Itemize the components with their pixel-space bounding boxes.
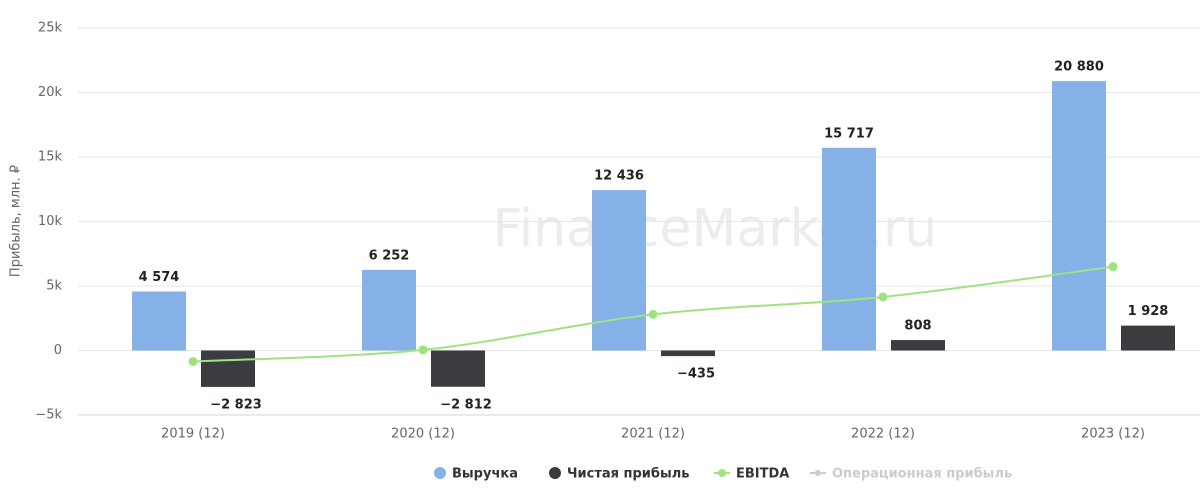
value-label: 6 252	[369, 248, 410, 263]
y-tick-label: 5k	[46, 279, 62, 294]
value-label: −435	[677, 367, 715, 382]
bar	[661, 350, 715, 357]
legend-label: Выручка	[452, 467, 518, 482]
bar	[1121, 325, 1175, 351]
line-point	[648, 309, 658, 319]
value-label: 15 717	[824, 126, 874, 141]
legend-item[interactable]: EBITDA	[714, 467, 789, 482]
bar	[431, 350, 485, 387]
x-tick-label: 2021 (12)	[621, 427, 685, 442]
y-tick-label: −5k	[35, 408, 62, 423]
legend-item[interactable]: Выручка	[434, 467, 518, 482]
x-tick-label: 2023 (12)	[1081, 427, 1145, 442]
y-tick-label: 25k	[38, 21, 63, 36]
legend-label: Операционная прибыль	[832, 467, 1012, 482]
y-axis-label: Прибыль, млн. ₽	[9, 165, 24, 277]
x-tick-label: 2020 (12)	[391, 427, 455, 442]
value-label: 4 574	[139, 270, 180, 285]
y-tick-label: 0	[54, 343, 62, 358]
value-label: 808	[904, 319, 931, 334]
legend-item[interactable]: Операционная прибыль	[810, 467, 1012, 482]
legend-symbol	[549, 467, 561, 479]
bar	[1052, 81, 1106, 351]
bar	[592, 190, 646, 351]
x-tick-label: 2022 (12)	[851, 427, 915, 442]
value-label: −2 823	[210, 397, 262, 412]
y-tick-label: 10k	[38, 214, 63, 229]
value-label: 20 880	[1054, 60, 1104, 75]
bar	[891, 340, 945, 351]
legend-symbol	[718, 469, 726, 477]
legend-item[interactable]: Чистая прибыль	[549, 467, 689, 482]
bar	[822, 147, 876, 351]
value-label: 12 436	[594, 169, 644, 184]
line-point	[188, 356, 198, 366]
y-tick-label: 15k	[38, 150, 63, 165]
legend-label: EBITDA	[736, 467, 789, 482]
line-point	[1108, 262, 1118, 272]
legend-symbol	[815, 470, 821, 476]
legend-label: Чистая прибыль	[567, 467, 689, 482]
line-point	[878, 292, 888, 302]
line-point	[418, 345, 428, 355]
bar	[132, 291, 186, 351]
x-tick-label: 2019 (12)	[161, 427, 225, 442]
bar	[362, 269, 416, 351]
y-tick-label: 20k	[38, 85, 63, 100]
bar	[201, 350, 255, 387]
value-label: −2 812	[440, 397, 492, 412]
value-label: 1 928	[1128, 304, 1169, 319]
legend-symbol	[434, 467, 446, 479]
